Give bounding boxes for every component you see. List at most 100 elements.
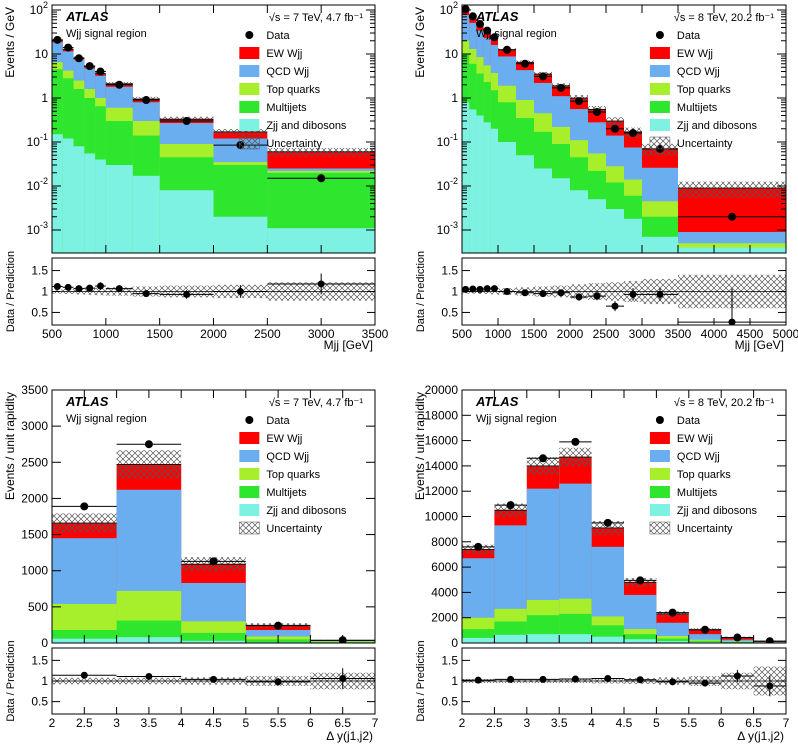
ratio-point — [80, 671, 88, 679]
ratio-plot-area — [52, 273, 375, 301]
data-point — [629, 129, 637, 138]
legend-label-zjj: Zjj and dibosons — [677, 505, 758, 517]
data-point — [96, 67, 105, 76]
ratio-y-tick-label: 0.5 — [441, 695, 458, 709]
bar-zjj — [494, 634, 527, 643]
ratio-point — [728, 318, 736, 325]
ratio-point — [145, 672, 153, 680]
ratio-point — [96, 282, 104, 290]
plot-area — [52, 35, 375, 253]
ratio-point — [236, 288, 244, 295]
legend-label-ew: EW Wjj — [266, 48, 302, 60]
data-point — [521, 59, 529, 68]
bar-zjj — [462, 102, 470, 253]
energy-label: √s = 8 TeV, 20.2 fb⁻¹ — [674, 12, 775, 24]
x-tick-label: 3000 — [629, 327, 656, 341]
ratio-y-tick-label: 1.5 — [441, 653, 458, 667]
ratio-point — [115, 285, 123, 293]
x-tick-label: 6.5 — [745, 716, 762, 730]
bar-zjj — [516, 155, 534, 253]
uncertainty-band — [267, 147, 375, 157]
y-axis-label: Events / GeV — [413, 7, 427, 78]
y-axis-label: Events / unit rapidity — [3, 392, 17, 500]
legend-data-marker — [655, 31, 664, 39]
x-tick-label: 2000 — [200, 327, 227, 341]
x-tick-label: 3500 — [362, 327, 389, 341]
data-point — [701, 625, 709, 634]
energy-label: √s = 7 TeV, 4.7 fb⁻¹ — [269, 12, 363, 24]
data-point — [142, 96, 151, 105]
data-point — [593, 108, 601, 117]
chart-panel-bottom-left: 0 500 1000 1500 2000 2500 3000 3500 Events / uni… — [3, 383, 379, 743]
bar-zjj — [490, 128, 498, 253]
y-tick-label: 6000 — [431, 560, 458, 574]
legend-swatch-zjj — [649, 504, 670, 516]
legend-label-qcd: QCD Wjj — [266, 66, 309, 78]
ratio-point — [317, 280, 325, 288]
data-point — [668, 608, 677, 617]
legend-swatch-multijets — [239, 101, 260, 113]
bar-zjj — [606, 209, 624, 253]
legend-swatch-ew — [649, 432, 670, 444]
legend-label-zjj: Zjj and dibosons — [266, 120, 347, 132]
bar-zjj — [52, 134, 63, 253]
bar-zjj — [105, 165, 133, 253]
bar-zjj — [159, 190, 214, 253]
legend-swatch-multijets — [239, 486, 260, 498]
legend-swatch-ew — [239, 432, 260, 444]
bar-zjj — [462, 637, 495, 643]
legend-swatch-zjj — [649, 119, 670, 131]
y-tick-label: 1 — [451, 91, 458, 105]
y-tick-label: 10 — [445, 47, 459, 61]
x-tick-label: 5 — [242, 716, 249, 730]
legend-swatch-top — [239, 468, 260, 480]
x-tick-label: 4 — [178, 716, 185, 730]
region-label: Wjj signal region — [476, 28, 557, 40]
ratio-point — [339, 675, 347, 683]
legend-swatch-ew — [649, 47, 670, 59]
x-tick-label: 2 — [49, 716, 56, 730]
ratio-point — [503, 288, 511, 295]
legend-swatch-qcd — [649, 450, 670, 462]
ratio-point — [490, 285, 498, 293]
legend-label-qcd: QCD Wjj — [677, 451, 720, 463]
ratio-point — [604, 675, 612, 683]
ratio-plot-area — [52, 668, 375, 690]
x-tick-label: 500 — [42, 327, 62, 341]
ratio-point — [469, 285, 477, 293]
data-point — [64, 43, 73, 52]
data-point — [765, 637, 774, 643]
ratio-y-tick-label: 1.5 — [31, 264, 48, 278]
x-tick-label: 2.5 — [486, 716, 503, 730]
x-tick-label: 6.5 — [334, 716, 351, 730]
data-point — [182, 117, 191, 126]
y-tick-label: 1000 — [21, 564, 48, 578]
x-tick-label: 5.5 — [270, 716, 287, 730]
y-tick-label: 10-1 — [27, 132, 48, 149]
y-tick-label: 10 — [35, 47, 49, 61]
ratio-y-tick-label: 1 — [41, 285, 48, 299]
ratio-point — [733, 672, 741, 680]
ratio-y-tick-label: 1 — [451, 674, 458, 688]
y-tick-label: 4000 — [431, 585, 458, 599]
x-tick-label: 1500 — [521, 327, 548, 341]
x-axis-label: Mjj [GeV] — [735, 338, 784, 352]
legend-swatch-qcd — [239, 65, 260, 77]
legend-swatch-zjj — [239, 119, 260, 131]
legend-label-unc: Uncertainty — [677, 138, 733, 150]
ratio-y-tick-label: 1 — [41, 674, 48, 688]
legend-data-marker — [245, 416, 254, 424]
ratio-y-axis-label: Data / Prediction — [5, 251, 17, 332]
data-point — [503, 45, 511, 54]
legend-label-qcd: QCD Wjj — [677, 66, 720, 78]
region-label: Wjj signal region — [66, 413, 147, 425]
y-tick-label: 1500 — [21, 528, 48, 542]
atlas-label: ATLAS — [475, 394, 519, 409]
legend-label-unc: Uncertainty — [266, 523, 322, 535]
x-tick-label: 500 — [452, 327, 472, 341]
ratio-y-tick-label: 0.5 — [441, 305, 458, 319]
x-tick-label: 2500 — [593, 327, 620, 341]
chart-panel-top-left: 10-3 10-2 10-1 1 10 102 Events / GeV ATLAS Wjj s… — [3, 0, 389, 352]
x-tick-label: 3 — [113, 716, 120, 730]
ratio-point — [557, 289, 565, 297]
